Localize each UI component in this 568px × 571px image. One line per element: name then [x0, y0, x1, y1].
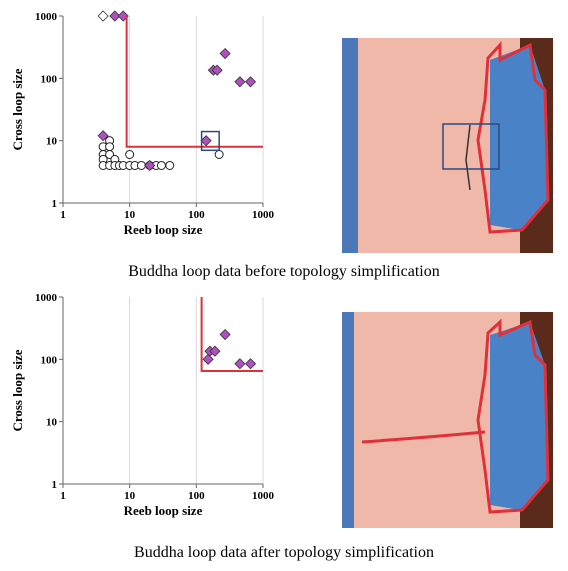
point — [145, 160, 155, 170]
point — [220, 49, 230, 59]
point — [246, 77, 256, 87]
caption: Buddha loop data after topology simplifi… — [134, 544, 434, 561]
y-tick-label: 10 — [46, 136, 58, 148]
x-tick-label: 1000 — [252, 209, 275, 221]
y-axis-title: Cross loop size — [10, 68, 25, 150]
render-bottom — [342, 312, 553, 528]
y-tick-label: 1 — [52, 198, 58, 210]
x-axis-title: Reeb loop size — [124, 503, 203, 518]
y-tick-label: 100 — [41, 73, 58, 85]
x-tick-label: 10 — [124, 209, 136, 221]
y-tick-label: 1000 — [35, 11, 58, 23]
point — [201, 136, 211, 146]
x-tick-label: 100 — [188, 490, 205, 502]
point — [215, 150, 223, 158]
y-tick-label: 10 — [46, 417, 58, 429]
x-tick-label: 1 — [60, 209, 66, 221]
point — [126, 150, 134, 158]
point — [246, 359, 256, 369]
y-axis-title: Cross loop size — [10, 349, 25, 431]
point — [106, 143, 114, 151]
point — [235, 77, 245, 87]
x-tick-label: 1000 — [252, 490, 275, 502]
figure: 1 10 100 1000 1 10 100 1000 Reeb loop size Cross … — [0, 0, 568, 566]
x-tick-label: 10 — [124, 490, 136, 502]
y-tick-label: 1000 — [35, 292, 58, 304]
point — [203, 354, 213, 364]
x-tick-label: 100 — [188, 209, 205, 221]
point — [157, 161, 165, 169]
point — [98, 11, 108, 21]
point — [166, 161, 174, 169]
x-tick-label: 1 — [60, 490, 66, 502]
render-top — [342, 38, 553, 253]
point — [235, 359, 245, 369]
x-axis-title: Reeb loop size — [124, 222, 203, 237]
caption: Buddha loop data before topology simplif… — [128, 263, 440, 280]
point — [220, 330, 230, 340]
y-tick-label: 100 — [41, 354, 58, 366]
y-tick-label: 1 — [52, 479, 58, 491]
